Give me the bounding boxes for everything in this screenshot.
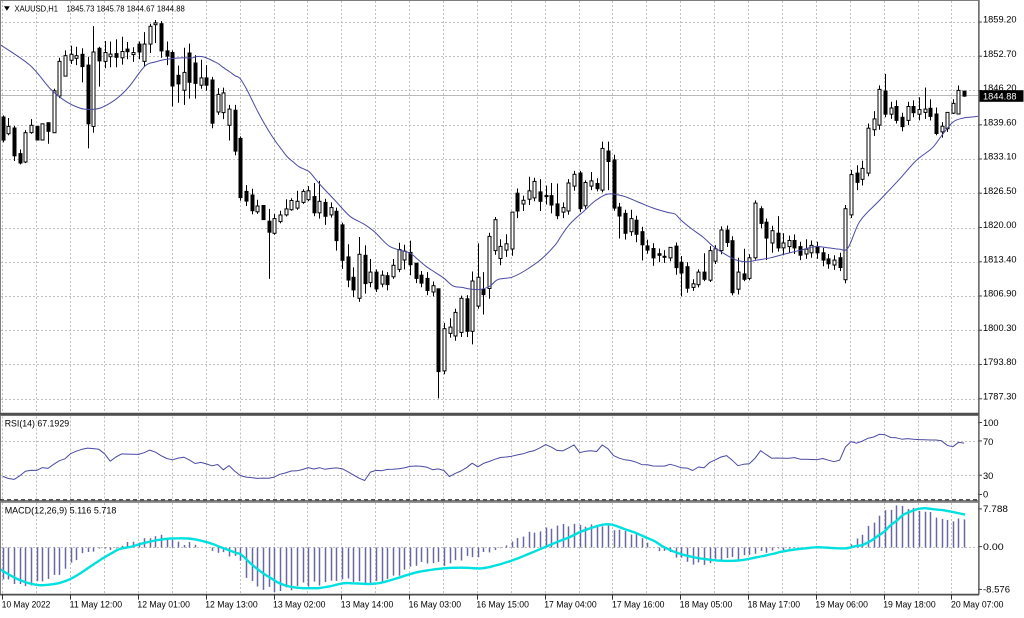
svg-text:100: 100 (983, 418, 999, 428)
svg-text:11 May 12:00: 11 May 12:00 (70, 599, 123, 609)
svg-text:1813.40: 1813.40 (983, 254, 1017, 264)
svg-text:1826.50: 1826.50 (983, 186, 1017, 196)
svg-text:13 May 02:00: 13 May 02:00 (273, 599, 326, 609)
svg-text:16 May 03:00: 16 May 03:00 (409, 599, 462, 609)
svg-text:-8.576: -8.576 (983, 585, 1010, 595)
svg-text:17 May 16:00: 17 May 16:00 (612, 599, 665, 609)
svg-text:1852.70: 1852.70 (983, 49, 1017, 59)
svg-text:1806.90: 1806.90 (983, 289, 1017, 299)
svg-text:1833.10: 1833.10 (983, 152, 1017, 162)
svg-text:10 May 2022: 10 May 2022 (2, 599, 51, 609)
svg-text:13 May 14:00: 13 May 14:00 (341, 599, 394, 609)
svg-text:70: 70 (983, 437, 993, 447)
svg-text:0.00: 0.00 (983, 542, 1004, 552)
svg-text:1839.60: 1839.60 (983, 117, 1017, 127)
svg-text:0: 0 (983, 489, 988, 499)
svg-text:XAUUSD,H1: XAUUSD,H1 (15, 3, 59, 13)
svg-text:1845.73 1845.78 1844.67 1844.8: 1845.73 1845.78 1844.67 1844.88 (67, 3, 185, 13)
svg-text:1844.88: 1844.88 (983, 92, 1017, 102)
svg-text:1820.00: 1820.00 (983, 220, 1017, 230)
svg-text:20 May 07:00: 20 May 07:00 (951, 599, 1004, 609)
svg-text:16 May 15:00: 16 May 15:00 (476, 599, 529, 609)
svg-text:1859.20: 1859.20 (983, 15, 1017, 25)
svg-text:18 May 17:00: 18 May 17:00 (748, 599, 801, 609)
svg-text:19 May 18:00: 19 May 18:00 (883, 599, 936, 609)
svg-text:17 May 04:00: 17 May 04:00 (544, 599, 597, 609)
svg-text:18 May 05:00: 18 May 05:00 (680, 599, 733, 609)
svg-text:7.788: 7.788 (983, 504, 1008, 514)
svg-text:12 May 01:00: 12 May 01:00 (137, 599, 190, 609)
svg-text:12 May 13:00: 12 May 13:00 (205, 599, 258, 609)
svg-text:MACD(12,26,9) 5.116 5.718: MACD(12,26,9) 5.116 5.718 (5, 506, 117, 516)
svg-text:30: 30 (983, 471, 993, 481)
svg-text:1787.30: 1787.30 (983, 391, 1017, 401)
svg-text:RSI(14) 67.1929: RSI(14) 67.1929 (5, 418, 69, 428)
svg-text:1793.80: 1793.80 (983, 357, 1017, 367)
svg-text:19 May 06:00: 19 May 06:00 (815, 599, 868, 609)
svg-text:1846.20: 1846.20 (983, 83, 1017, 93)
svg-text:1800.30: 1800.30 (983, 323, 1017, 333)
